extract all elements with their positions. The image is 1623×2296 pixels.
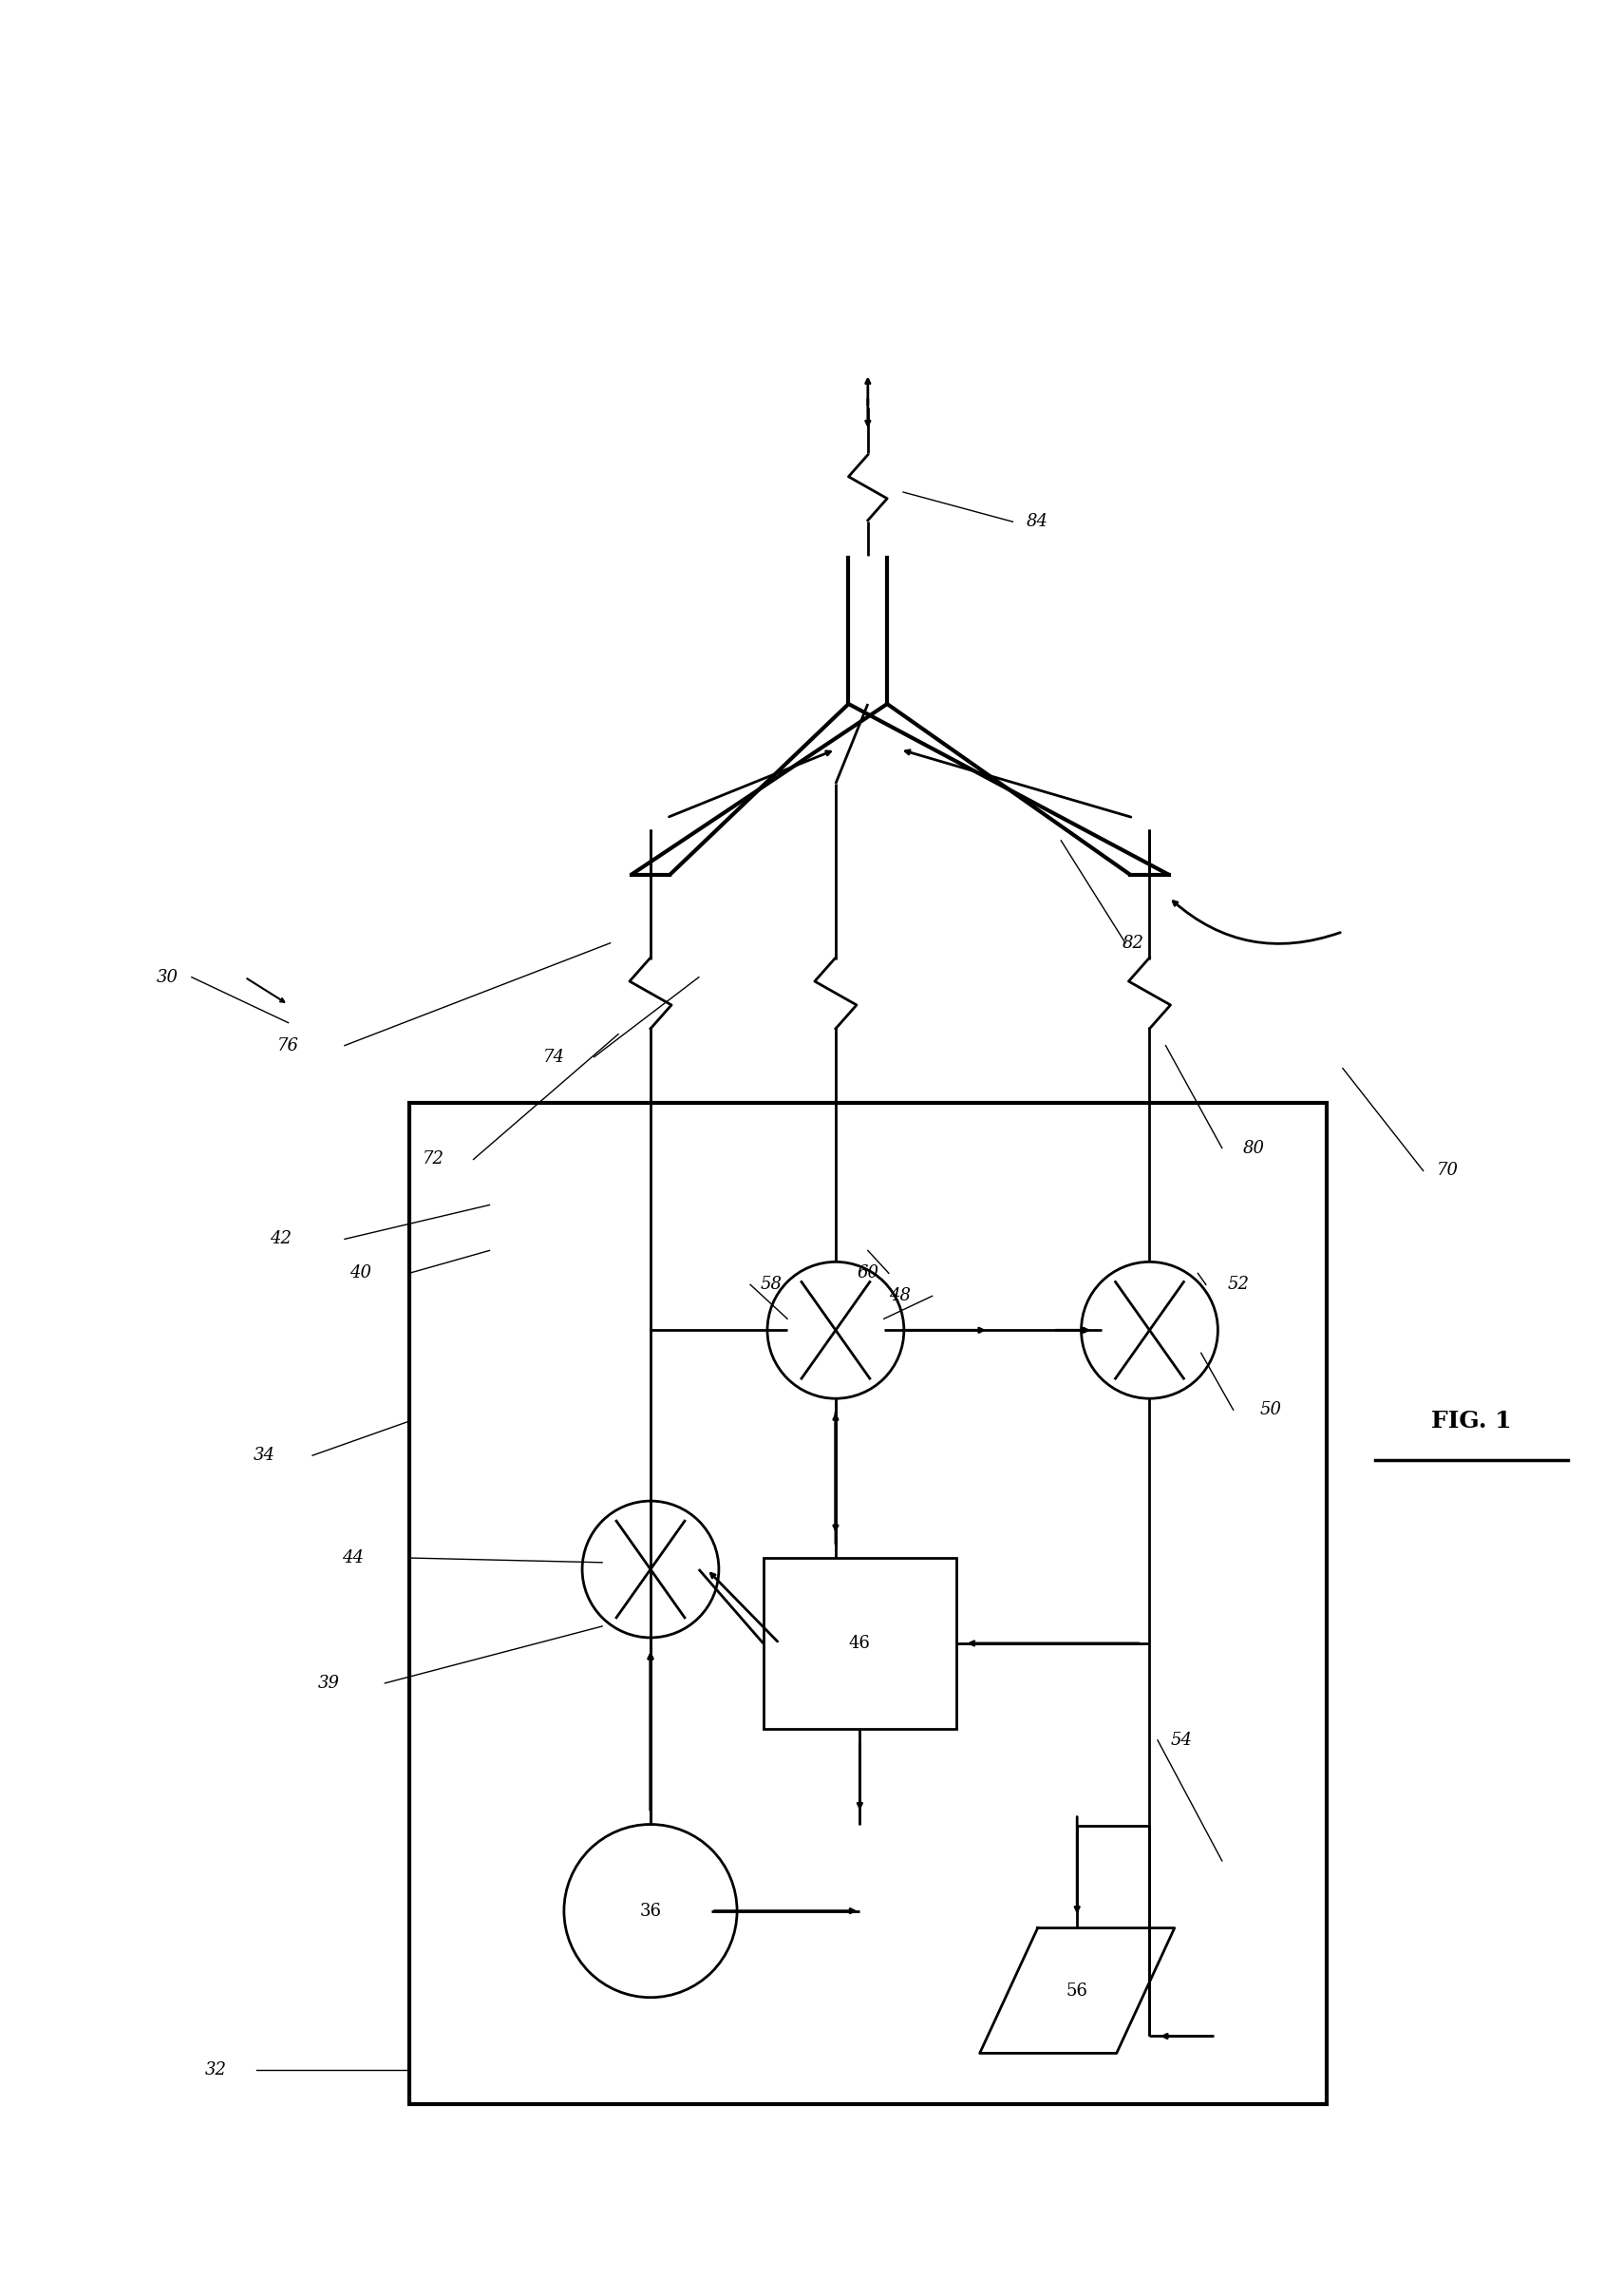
Text: 39: 39 [318, 1674, 339, 1692]
Text: 80: 80 [1243, 1139, 1264, 1157]
Bar [409, 1102, 1326, 2105]
Text: 36: 36 [639, 1903, 662, 1919]
Text: 54: 54 [1170, 1731, 1193, 1750]
Text: 48: 48 [889, 1288, 911, 1304]
Text: 34: 34 [253, 1446, 274, 1465]
Text: 58: 58 [760, 1277, 782, 1293]
Text: 76: 76 [278, 1038, 299, 1054]
Text: 32: 32 [204, 2062, 227, 2078]
Text: 50: 50 [1259, 1401, 1281, 1419]
Text: 52: 52 [1227, 1277, 1250, 1293]
Text: 70: 70 [1436, 1162, 1459, 1180]
Bar [763, 1559, 956, 1729]
Text: 40: 40 [351, 1265, 372, 1281]
Text: 56: 56 [1066, 1981, 1087, 2000]
Text: 82: 82 [1123, 934, 1144, 951]
Text: 60: 60 [857, 1265, 878, 1281]
Text: 44: 44 [342, 1550, 364, 1566]
Text: FIG. 1: FIG. 1 [1431, 1410, 1511, 1433]
Text: 74: 74 [544, 1049, 565, 1065]
Text: 84: 84 [1026, 514, 1048, 530]
Text: 30: 30 [157, 969, 179, 985]
Text: 42: 42 [269, 1231, 291, 1247]
Text: 72: 72 [422, 1150, 445, 1169]
Text: 46: 46 [849, 1635, 870, 1651]
